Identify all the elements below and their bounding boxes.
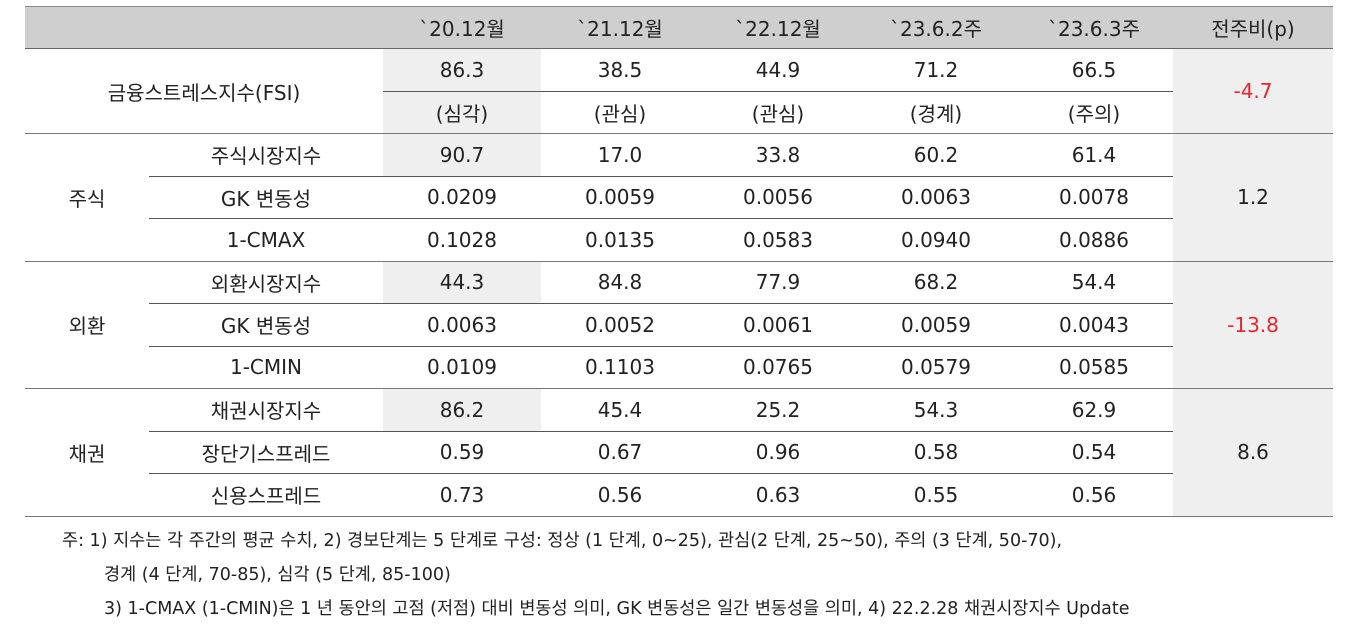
- table-cell: 0.0052: [541, 303, 699, 347]
- header-cell: `23.6.3주: [1015, 6, 1173, 49]
- table-cell: 0.0209: [383, 176, 541, 219]
- table-cell: 0.0583: [699, 218, 857, 262]
- section-change: 1.2: [1173, 133, 1333, 262]
- section-label: 외환: [25, 261, 149, 389]
- table-cell: 86.3: [383, 48, 541, 92]
- table-cell: 0.63: [699, 473, 857, 517]
- table-cell: 0.1028: [383, 218, 541, 262]
- row-name: 외환시장지수: [149, 261, 383, 304]
- header-cell: 전주비(p): [1173, 6, 1333, 49]
- footnote-line: 3) 1-CMAX (1-CMIN)은 1 년 동안의 고점 (저점) 대비 변…: [104, 599, 1130, 619]
- table-cell: 0.0063: [383, 303, 541, 347]
- table-cell: 44.9: [699, 48, 857, 92]
- row-name: 주식시장지수: [149, 133, 383, 177]
- table-cell: 0.67: [541, 431, 699, 474]
- table-cell: 0.0765: [699, 346, 857, 389]
- fsi-table: `20.12월 `21.12월 `22.12월 `23.6.2주 `23.6.3…: [25, 6, 1333, 517]
- table-cell: 62.9: [1015, 388, 1173, 432]
- footnote-line: 주: 1) 지수는 각 주간의 평균 수치, 2) 경보단계는 5 단계로 구성…: [62, 531, 1063, 551]
- table-cell: 61.4: [1015, 133, 1173, 177]
- section-label: 채권: [25, 388, 149, 517]
- table-cell: 33.8: [699, 133, 857, 177]
- header-cell: `20.12월: [383, 6, 541, 49]
- row-name: 장단기스프레드: [149, 431, 383, 474]
- table-row: 주식 주식시장지수 90.7 17.0 33.8 60.2 61.4 1.2: [25, 133, 1333, 262]
- table-cell: 0.0886: [1015, 218, 1173, 262]
- table-cell: 0.0061: [699, 303, 857, 347]
- fsi-change: -4.7: [1173, 48, 1333, 134]
- table-cell: 54.4: [1015, 261, 1173, 304]
- stage-cell: (심각): [383, 91, 541, 134]
- table-cell: 0.96: [699, 431, 857, 474]
- table-cell: 38.5: [541, 48, 699, 92]
- table-cell: 0.0063: [857, 176, 1015, 219]
- table-cell: 0.0135: [541, 218, 699, 262]
- table-row: 금융스트레스지수(FSI) 86.3 38.5 44.9 71.2 66.5 -…: [25, 48, 1333, 134]
- table-row: 1-CMIN 0.0109 0.1103 0.0765 0.0579 0.058…: [25, 346, 1333, 389]
- table-row: 1-CMAX 0.1028 0.0135 0.0583 0.0940 0.088…: [25, 218, 1333, 262]
- table-cell: 71.2: [857, 48, 1015, 92]
- section-change: -13.8: [1173, 261, 1333, 389]
- table-cell: 0.56: [1015, 473, 1173, 517]
- fsi-label: 금융스트레스지수(FSI): [25, 48, 383, 134]
- header-cell: `23.6.2주: [857, 6, 1015, 49]
- table-row: 장단기스프레드 0.59 0.67 0.96 0.58 0.54: [25, 431, 1333, 474]
- section-change: 8.6: [1173, 388, 1333, 517]
- table-cell: 90.7: [383, 133, 541, 177]
- table-cell: 66.5: [1015, 48, 1173, 92]
- table-cell: 86.2: [383, 388, 541, 432]
- section-label: 주식: [25, 133, 149, 262]
- table-row: GK 변동성 0.0063 0.0052 0.0061 0.0059 0.004…: [25, 303, 1333, 347]
- row-name: 채권시장지수: [149, 388, 383, 432]
- row-name: 1-CMAX: [149, 218, 383, 262]
- table-row: (심각) (관심) (관심) (경계) (주의): [25, 91, 1333, 134]
- table-header: `20.12월 `21.12월 `22.12월 `23.6.2주 `23.6.3…: [25, 6, 1333, 49]
- table-cell: 0.0585: [1015, 346, 1173, 389]
- footnote-line: 경계 (4 단계, 70-85), 심각 (5 단계, 85-100): [104, 565, 451, 585]
- row-name: GK 변동성: [149, 303, 383, 347]
- table-cell: 77.9: [699, 261, 857, 304]
- table-cell: 0.1103: [541, 346, 699, 389]
- header-cell: `22.12월: [699, 6, 857, 49]
- stage-cell: (경계): [857, 91, 1015, 134]
- table-cell: 0.0059: [857, 303, 1015, 347]
- table-cell: 60.2: [857, 133, 1015, 177]
- table-row: GK 변동성 0.0209 0.0059 0.0056 0.0063 0.007…: [25, 176, 1333, 219]
- stage-cell: (주의): [1015, 91, 1173, 134]
- header-cell: `21.12월: [541, 6, 699, 49]
- table-cell: 25.2: [699, 388, 857, 432]
- table-cell: 0.0940: [857, 218, 1015, 262]
- stage-cell: (관심): [699, 91, 857, 134]
- table-cell: 54.3: [857, 388, 1015, 432]
- footnotes: 주: 1) 지수는 각 주간의 평균 수치, 2) 경보단계는 5 단계로 구성…: [62, 524, 1130, 626]
- table-cell: 0.59: [383, 431, 541, 474]
- table-cell: 0.0109: [383, 346, 541, 389]
- table-cell: 0.0078: [1015, 176, 1173, 219]
- table-cell: 0.54: [1015, 431, 1173, 474]
- table-cell: 17.0: [541, 133, 699, 177]
- table-cell: 45.4: [541, 388, 699, 432]
- table-cell: 68.2: [857, 261, 1015, 304]
- table-row: 신용스프레드 0.73 0.56 0.63 0.55 0.56: [25, 473, 1333, 517]
- table-cell: 0.73: [383, 473, 541, 517]
- table-cell: 0.0059: [541, 176, 699, 219]
- table-cell: 44.3: [383, 261, 541, 304]
- table-cell: 0.0579: [857, 346, 1015, 389]
- table-cell: 0.0043: [1015, 303, 1173, 347]
- row-name: 1-CMIN: [149, 346, 383, 389]
- table-cell: 84.8: [541, 261, 699, 304]
- table-cell: 0.56: [541, 473, 699, 517]
- row-name: GK 변동성: [149, 176, 383, 219]
- table-cell: 0.0056: [699, 176, 857, 219]
- header-cell: [25, 6, 383, 49]
- table-row: 채권 채권시장지수 86.2 45.4 25.2 54.3 62.9 8.6: [25, 388, 1333, 517]
- stage-cell: (관심): [541, 91, 699, 134]
- row-name: 신용스프레드: [149, 473, 383, 517]
- table-cell: 0.55: [857, 473, 1015, 517]
- table-row: 외환 외환시장지수 44.3 84.8 77.9 68.2 54.4 -13.8: [25, 261, 1333, 389]
- table-cell: 0.58: [857, 431, 1015, 474]
